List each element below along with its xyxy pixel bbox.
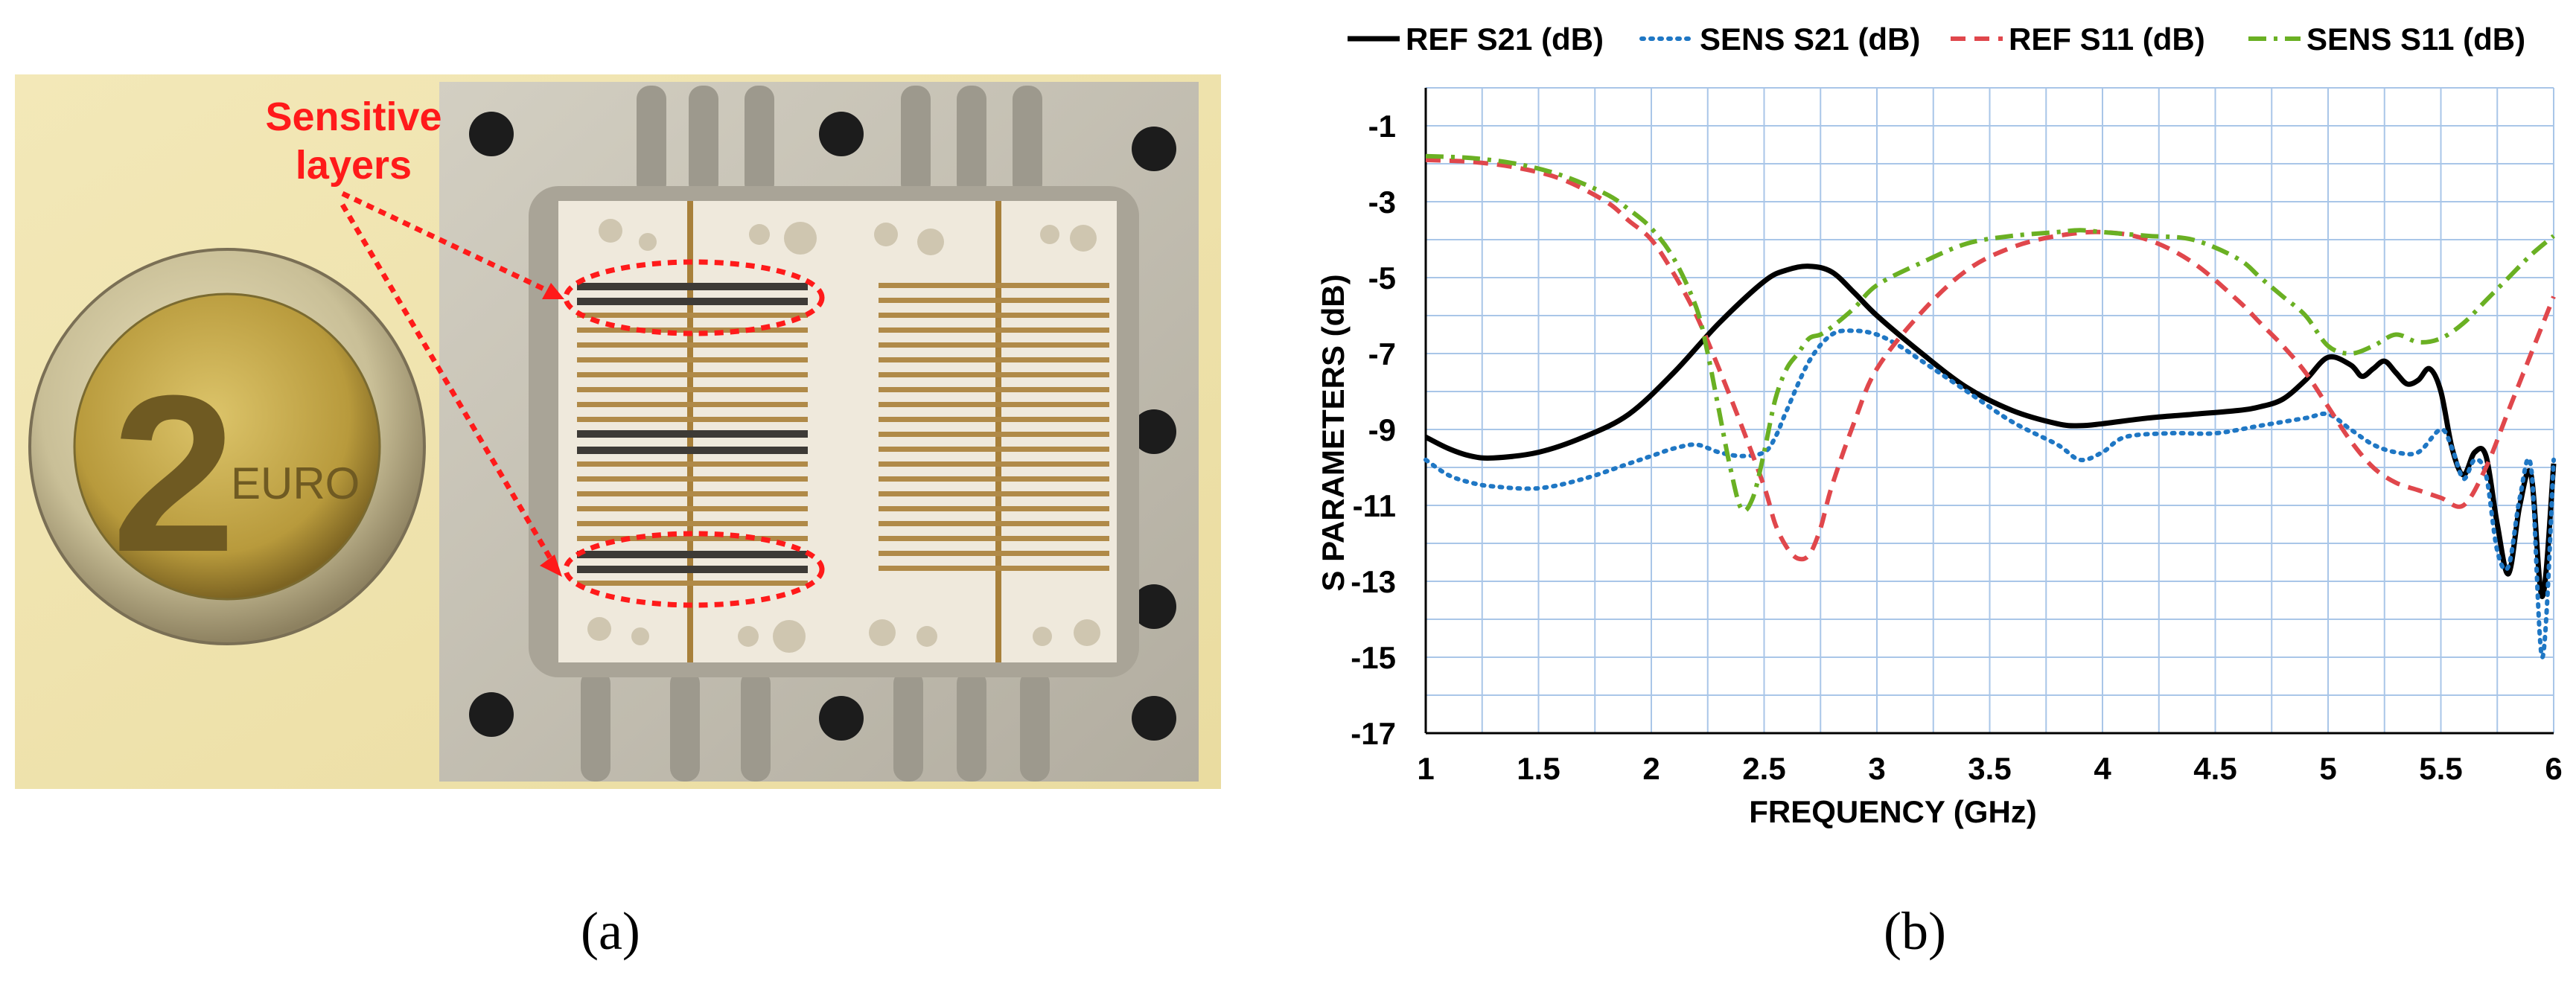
y-tick-label: -13	[1351, 564, 1396, 599]
x-tick-label: 1	[1417, 751, 1434, 786]
sensitive-layer-strips	[577, 283, 808, 573]
annotation-line-1: Sensitive	[265, 95, 441, 139]
legend-label: REF S21 (dB)	[1406, 22, 1604, 57]
coin-numeral: 2	[112, 348, 236, 598]
grid	[1425, 87, 2554, 734]
y-tick-label: -17	[1351, 716, 1396, 751]
x-tick-label: 1.5	[1517, 751, 1560, 786]
annotation-line-2: layers	[296, 143, 412, 188]
legend-label: SENS S21 (dB)	[1700, 22, 1920, 57]
x-axis-label: FREQUENCY (GHz)	[1749, 794, 2037, 829]
x-tick-label: 3	[1868, 751, 1885, 786]
legend-label: REF S11 (dB)	[2009, 22, 2205, 57]
x-tick-label: 2.5	[1742, 751, 1785, 786]
y-tick-label: -5	[1368, 261, 1396, 295]
s-parameter-chart: 1 1.5 2 2.5 3 3.5 4 4.5 5 5.5 6 -1 -3 -5 -7 -9 -11 -13 -15…	[1316, 22, 2563, 829]
arrowhead-top	[542, 283, 564, 299]
x-tick-label: 5.5	[2419, 751, 2462, 786]
highlight-ellipse-top	[563, 259, 825, 336]
sensor-array-right	[879, 283, 1109, 571]
series-line-3	[1425, 157, 2556, 562]
x-tick-label: 4.5	[2193, 751, 2237, 786]
chart-panel: 1 1.5 2 2.5 3 3.5 4 4.5 5 5.5 6 -1 -3 -5 -7 -9 -11 -13 -15…	[1221, 0, 2576, 878]
series-line-4	[1425, 153, 2555, 514]
x-tick-label: 4	[2094, 751, 2111, 786]
pointer-arrow-bottom	[339, 203, 558, 567]
series-line-2	[1424, 328, 2556, 660]
y-axis-label: S PARAMETERS (dB)	[1316, 274, 1351, 591]
legend-label: SENS S11 (dB)	[2306, 22, 2525, 57]
y-tick-label: -1	[1368, 109, 1396, 144]
x-tick-label: 3.5	[1968, 751, 2011, 786]
y-tick-label: -7	[1368, 336, 1396, 371]
panel-label-b: (b)	[1884, 901, 1946, 961]
x-tick-label: 2	[1642, 751, 1660, 786]
sensor-photo: 2 EURO Sensitive layers	[15, 74, 1221, 789]
panel-label-a: (a)	[581, 901, 640, 961]
legend: REF S21 (dB) SENS S21 (dB) REF S11 (dB) SEN…	[1348, 22, 2525, 57]
arrowhead-bottom	[540, 555, 562, 577]
coin-2-euro: 2 EURO	[28, 248, 426, 645]
y-tick-label: -9	[1368, 412, 1396, 447]
y-tick-label: -11	[1353, 488, 1396, 523]
axes: 1 1.5 2 2.5 3 3.5 4 4.5 5 5.5 6 -1 -3 -5 -7 -9 -11 -13 -15…	[1351, 88, 2563, 786]
x-tick-label: 6	[2545, 751, 2562, 786]
highlight-ellipse-bottom	[563, 531, 825, 608]
series	[1424, 153, 2557, 660]
coin-text: EURO	[231, 458, 360, 508]
sensitive-layers-annotation: Sensitive layers	[265, 95, 825, 608]
x-tick-label: 5	[2319, 751, 2336, 786]
photo-panel: 2 EURO Sensitive layers	[15, 74, 1221, 789]
y-tick-label: -3	[1368, 185, 1396, 220]
y-tick-label: -15	[1351, 640, 1396, 675]
